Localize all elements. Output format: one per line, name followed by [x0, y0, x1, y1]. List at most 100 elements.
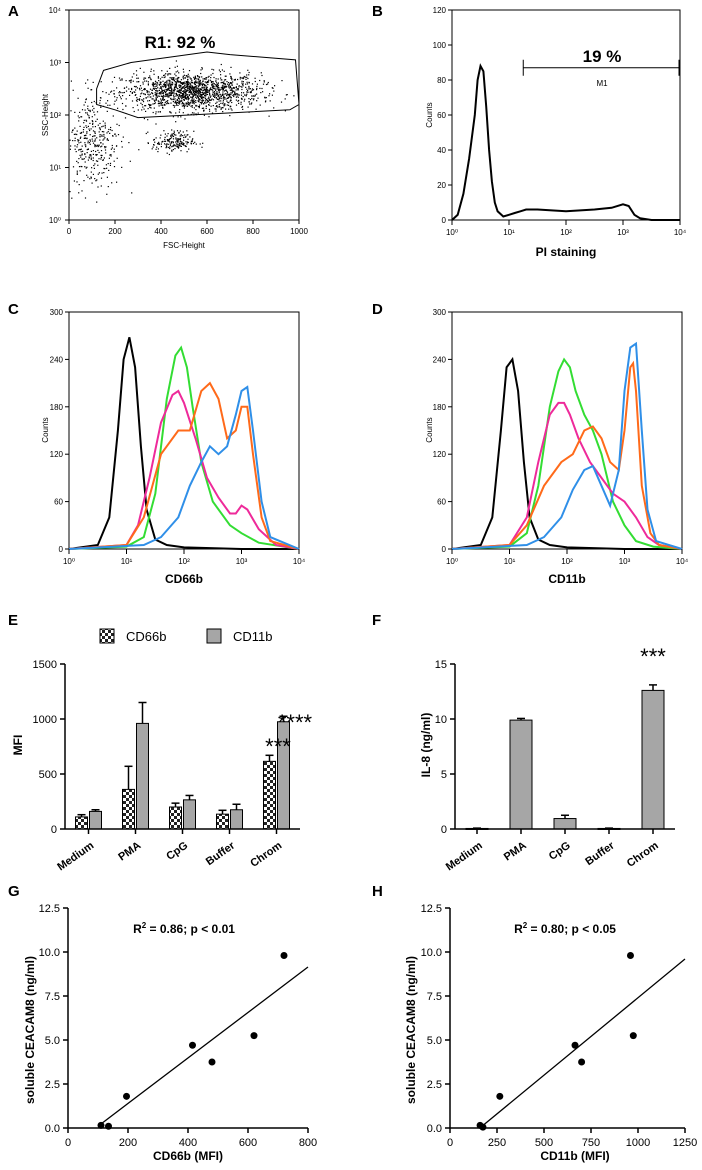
- panel-a-event-dot: [184, 91, 186, 93]
- panel-a-event-dot: [178, 95, 180, 97]
- panel-a-event-dot: [171, 78, 173, 80]
- panel-a-event-dot: [164, 82, 166, 84]
- panel-a-event-dot: [224, 84, 226, 86]
- panel-a-event-dot: [81, 153, 83, 155]
- panel-a-event-dot: [199, 104, 201, 106]
- panel-a-event-dot: [179, 143, 181, 145]
- panel-a-event-dot: [143, 77, 145, 79]
- panel-a-event-dot: [113, 76, 116, 78]
- panel-a-event-dot: [157, 76, 159, 78]
- panel-a-event-dot: [150, 68, 152, 70]
- panel-a-event-dot: [182, 75, 184, 77]
- panel-a-event-dot: [108, 128, 110, 131]
- panel-a-event-dot: [157, 142, 159, 145]
- panel-a-event-dot: [129, 94, 131, 96]
- panel-g-y-tick-label: 10.0: [39, 947, 60, 959]
- panel-a-event-dot: [188, 148, 190, 150]
- panel-d-x-tick-label: 10¹: [504, 557, 516, 566]
- panel-a-event-dot: [118, 94, 120, 96]
- panel-a-event-dot: [164, 81, 166, 83]
- panel-a-event-dot: [149, 93, 151, 95]
- panel-a-event-dot: [97, 160, 99, 162]
- panel-a-event-dot: [203, 110, 205, 112]
- panel-a-event-dot: [228, 96, 231, 98]
- panel-a-event-dot: [210, 87, 212, 89]
- panel-a-event-dot: [91, 116, 93, 118]
- panel-a-event-dot: [222, 91, 224, 93]
- panel-a-event-dot: [94, 140, 96, 142]
- panel-a-event-dot: [272, 87, 274, 89]
- panel-a-event-dot: [101, 134, 103, 136]
- panel-a-event-dot: [211, 83, 214, 85]
- panel-a-event-dot: [99, 139, 101, 141]
- panel-a-event-dot: [176, 90, 178, 92]
- panel-a-event-dot: [165, 91, 167, 94]
- panel-a-y-tick-label: 10³: [49, 59, 61, 68]
- panel-a-event-dot: [93, 164, 95, 167]
- panel-a-event-dot: [109, 129, 112, 131]
- panel-a-event-dot: [202, 92, 204, 94]
- panel-a-event-dot: [128, 88, 130, 90]
- panel-a-event-dot: [177, 116, 179, 118]
- panel-g-x-tick-label: 400: [179, 1137, 197, 1149]
- panel-a-event-dot: [183, 139, 185, 141]
- panel-a-event-dot: [131, 87, 133, 90]
- panel-a-event-dot: [177, 102, 180, 104]
- panel-a-event-dot: [188, 102, 190, 104]
- panel-a-event-dot: [209, 89, 211, 92]
- panel-a-event-dot: [213, 91, 216, 93]
- panel-a-event-dot: [151, 83, 153, 85]
- panel-d-y-tick-label: 300: [433, 308, 447, 317]
- panel-a-event-dot: [160, 103, 163, 105]
- panel-a-event-dot: [84, 197, 87, 199]
- panel-a-event-dot: [129, 91, 132, 93]
- panel-a-event-dot: [242, 83, 244, 85]
- panel-a-event-dot: [198, 89, 200, 91]
- panel-a-event-dot: [73, 180, 75, 182]
- panel-a-event-dot: [98, 158, 100, 160]
- panel-a-event-dot: [101, 154, 103, 157]
- panel-a-event-dot: [187, 90, 189, 92]
- panel-a-event-dot: [223, 79, 226, 81]
- panel-a-event-dot: [158, 141, 160, 143]
- panel-h-data-point: [571, 1041, 579, 1049]
- panel-a-event-dot: [260, 72, 262, 74]
- panel-a-event-dot: [191, 106, 193, 108]
- panel-a-event-dot: [148, 94, 150, 96]
- panel-a-event-dot: [166, 88, 168, 90]
- panel-a-event-dot: [184, 77, 186, 79]
- panel-a-event-dot: [230, 89, 232, 91]
- panel-a-event-dot: [172, 142, 174, 144]
- panel-a-event-dot: [180, 100, 182, 102]
- panel-a-event-dot: [161, 88, 163, 90]
- panel-a-event-dot: [177, 81, 179, 83]
- panel-a-event-dot: [209, 110, 211, 112]
- panel-a-event-dot: [80, 116, 82, 118]
- panel-a-event-dot: [96, 137, 98, 139]
- panel-a-event-dot: [204, 85, 206, 87]
- panel-a-event-dot: [217, 88, 219, 91]
- panel-a-event-dot: [92, 130, 95, 132]
- panel-a-event-dot: [106, 176, 108, 178]
- panel-a-event-dot: [223, 93, 225, 95]
- panel-a-event-dot: [188, 91, 190, 94]
- panel-a-event-dot: [271, 87, 273, 89]
- panel-a-event-dot: [155, 94, 157, 96]
- panel-a-event-dot: [202, 107, 205, 109]
- panel-g-x-tick-label: 800: [299, 1137, 317, 1149]
- panel-a-event-dot: [215, 82, 218, 84]
- panel-a-event-dot: [236, 95, 238, 97]
- panel-a-event-dot: [92, 142, 95, 144]
- panel-a-event-dot: [247, 69, 249, 71]
- panel-h-y-tick-label: 10.0: [421, 947, 442, 959]
- panel-g-plot: 0.02.55.07.510.012.50 200 400 600 800: [39, 903, 318, 1149]
- panel-a-event-dot: [92, 122, 94, 124]
- panel-a-event-dot: [193, 130, 195, 132]
- panel-b-x-ticks: 10⁰ 10¹ 10² 10³ 10⁴: [446, 220, 687, 237]
- panel-a-event-dot: [268, 95, 270, 97]
- panel-a-event-dot: [200, 72, 202, 75]
- panel-a-event-dot: [199, 76, 201, 78]
- panel-a-event-dot: [178, 146, 180, 148]
